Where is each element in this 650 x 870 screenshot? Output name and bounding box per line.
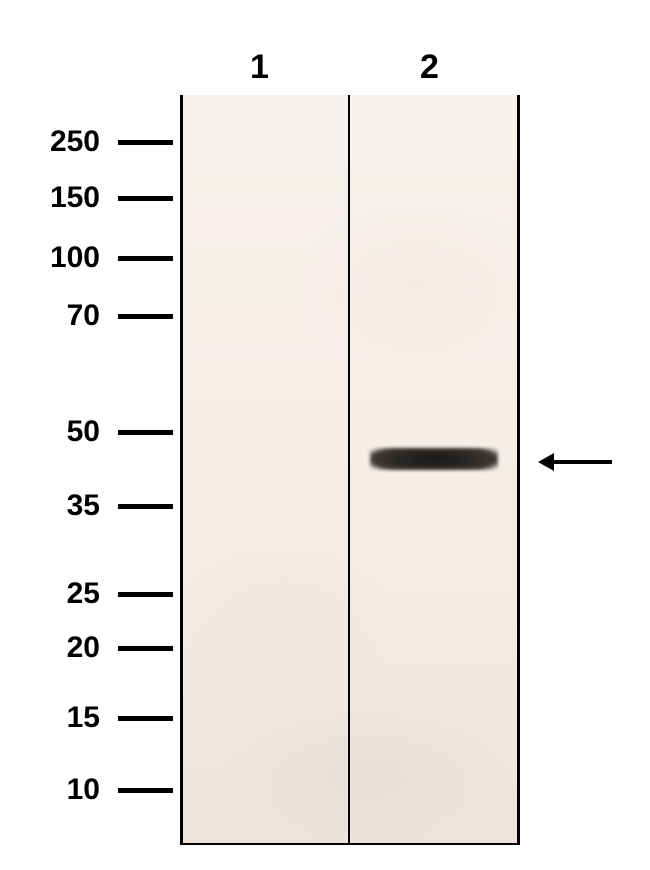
arrow-head: [538, 453, 554, 471]
blot-membrane: [180, 95, 520, 845]
mw-label-20: 20: [67, 631, 100, 665]
mw-label-50: 50: [67, 415, 100, 449]
mw-label-150: 150: [50, 181, 100, 215]
protein-band-lane-2: [370, 448, 498, 470]
band-indicator-arrow: [538, 455, 618, 475]
blot-border-left: [180, 95, 183, 845]
mw-label-10: 10: [67, 773, 100, 807]
blot-border-right: [517, 95, 520, 845]
mw-tick-70: [118, 314, 173, 319]
blot-border-bottom: [180, 843, 520, 845]
mw-tick-20: [118, 646, 173, 651]
mw-label-250: 250: [50, 125, 100, 159]
blot-texture: [180, 95, 520, 845]
mw-label-35: 35: [67, 489, 100, 523]
mw-tick-10: [118, 788, 173, 793]
mw-label-70: 70: [67, 299, 100, 333]
mw-tick-150: [118, 196, 173, 201]
mw-tick-15: [118, 716, 173, 721]
mw-tick-35: [118, 504, 173, 509]
mw-tick-250: [118, 140, 173, 145]
arrow-shaft: [552, 460, 612, 464]
mw-tick-25: [118, 592, 173, 597]
mw-label-15: 15: [67, 701, 100, 735]
mw-label-25: 25: [67, 577, 100, 611]
western-blot-figure: 1 2 250 150 100 70 50 35 25 20 15 10: [0, 0, 650, 870]
lane-label-1: 1: [250, 48, 269, 87]
lane-divider: [348, 95, 350, 845]
mw-label-100: 100: [50, 241, 100, 275]
lane-label-2: 2: [420, 48, 439, 87]
mw-tick-50: [118, 430, 173, 435]
mw-tick-100: [118, 256, 173, 261]
